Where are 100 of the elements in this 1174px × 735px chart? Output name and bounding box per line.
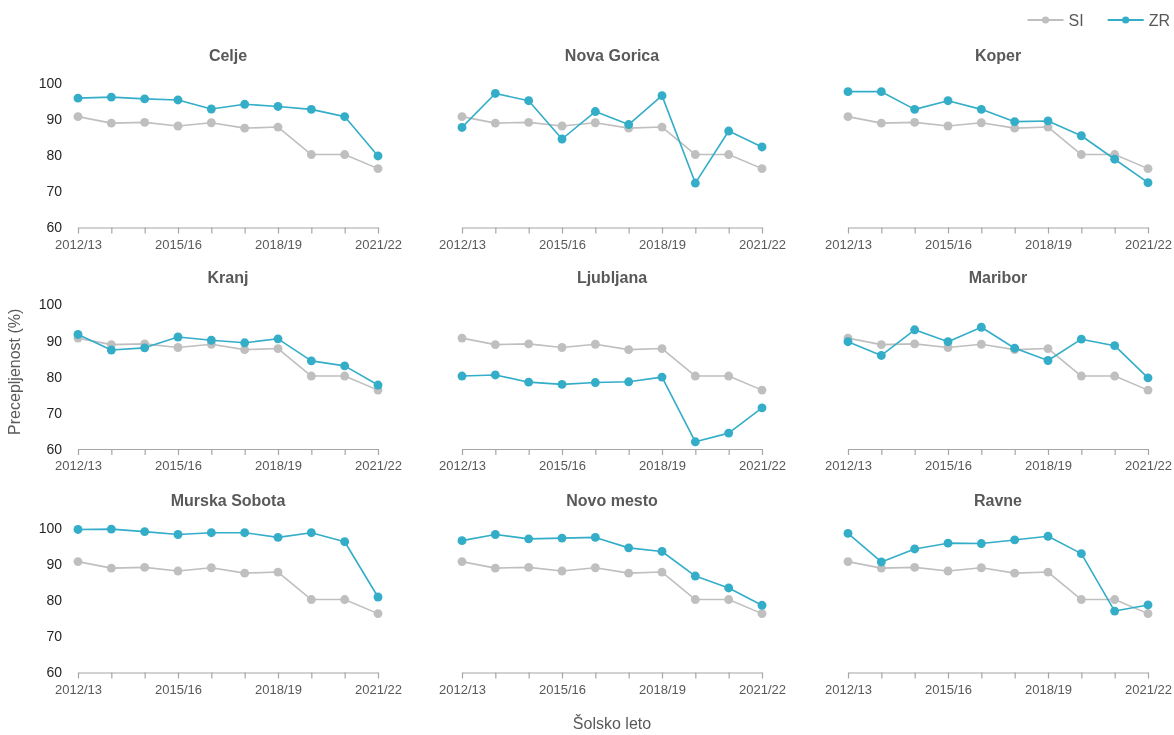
y-tick-label: 70 xyxy=(46,404,63,421)
point xyxy=(340,112,350,122)
chart-title: Kranj xyxy=(207,268,249,286)
point xyxy=(976,539,986,548)
point xyxy=(73,93,83,103)
y-tick-label: 100 xyxy=(38,519,63,536)
point xyxy=(273,122,283,132)
point xyxy=(373,151,383,161)
y-tick-label: 80 xyxy=(46,147,63,164)
point xyxy=(757,164,767,174)
point xyxy=(490,370,500,380)
chart-title: Ljubljana xyxy=(576,268,648,286)
x-tick-label: 2012/13 xyxy=(55,236,102,252)
point xyxy=(373,592,383,602)
x-tick-label: 2018/19 xyxy=(639,236,686,252)
point xyxy=(140,94,150,104)
point xyxy=(1076,150,1086,159)
point xyxy=(206,528,216,538)
x-tick-label: 2021/22 xyxy=(1125,458,1172,474)
point xyxy=(206,104,216,114)
x-tick-label: 2012/13 xyxy=(439,458,486,474)
point xyxy=(490,530,500,539)
point xyxy=(590,118,600,128)
point xyxy=(724,428,734,438)
point xyxy=(690,150,700,159)
x-tick-label: 2018/19 xyxy=(255,236,302,252)
point xyxy=(524,377,534,387)
point xyxy=(106,118,116,128)
point xyxy=(240,99,250,109)
point xyxy=(373,380,383,390)
point xyxy=(976,339,986,349)
point xyxy=(910,117,920,127)
point xyxy=(1043,531,1053,541)
point xyxy=(724,595,734,604)
point xyxy=(240,123,250,133)
point xyxy=(910,544,920,554)
point xyxy=(524,96,534,106)
point xyxy=(340,150,350,159)
point xyxy=(1110,371,1120,381)
x-tick-label: 2021/22 xyxy=(739,458,786,474)
point xyxy=(457,123,467,132)
point xyxy=(976,322,986,332)
chart-title: Celje xyxy=(208,47,248,64)
x-tick-label: 2012/13 xyxy=(825,236,872,252)
point xyxy=(1043,356,1053,365)
point xyxy=(943,96,953,106)
chart-title: Murska Sobota xyxy=(170,492,286,509)
point xyxy=(624,377,634,387)
point xyxy=(340,361,350,371)
point xyxy=(757,142,767,152)
point xyxy=(457,371,467,381)
point xyxy=(757,600,767,610)
point xyxy=(910,339,920,349)
point xyxy=(73,557,83,567)
point xyxy=(306,371,316,381)
point xyxy=(757,385,767,395)
point xyxy=(524,339,534,349)
point xyxy=(590,378,600,387)
point xyxy=(1076,549,1086,559)
point xyxy=(457,557,467,567)
x-tick-label: 2012/13 xyxy=(825,681,872,697)
y-tick-label: 100 xyxy=(38,296,63,313)
point xyxy=(173,95,183,105)
point xyxy=(557,566,567,576)
point xyxy=(73,330,83,339)
x-tick-label: 2015/16 xyxy=(925,681,972,697)
point xyxy=(273,334,283,344)
x-tick-label: 2015/16 xyxy=(155,681,202,697)
point xyxy=(724,150,734,159)
point xyxy=(657,547,667,556)
point xyxy=(843,112,853,122)
x-tick-label: 2021/22 xyxy=(739,236,786,252)
point xyxy=(876,351,886,360)
point xyxy=(724,126,734,136)
point xyxy=(273,344,283,354)
point xyxy=(1076,595,1086,604)
point xyxy=(1143,600,1153,610)
x-axis-title: Šolsko leto xyxy=(572,714,652,732)
point xyxy=(910,325,920,335)
point xyxy=(843,557,853,567)
point xyxy=(757,403,767,413)
point xyxy=(273,567,283,577)
x-tick-label: 2015/16 xyxy=(539,236,586,252)
point xyxy=(273,102,283,111)
point xyxy=(657,91,667,101)
point xyxy=(557,121,567,131)
point xyxy=(524,562,534,572)
x-tick-label: 2021/22 xyxy=(739,681,786,697)
point xyxy=(876,557,886,567)
x-tick-label: 2021/22 xyxy=(355,458,402,474)
point xyxy=(206,118,216,128)
point xyxy=(1143,164,1153,174)
point xyxy=(843,337,853,347)
point xyxy=(590,339,600,349)
y-tick-label: 90 xyxy=(46,556,63,573)
point xyxy=(1143,178,1153,188)
point xyxy=(876,118,886,128)
point xyxy=(1110,341,1120,351)
chart-title: Koper xyxy=(974,47,1022,64)
x-tick-label: 2015/16 xyxy=(155,458,202,474)
